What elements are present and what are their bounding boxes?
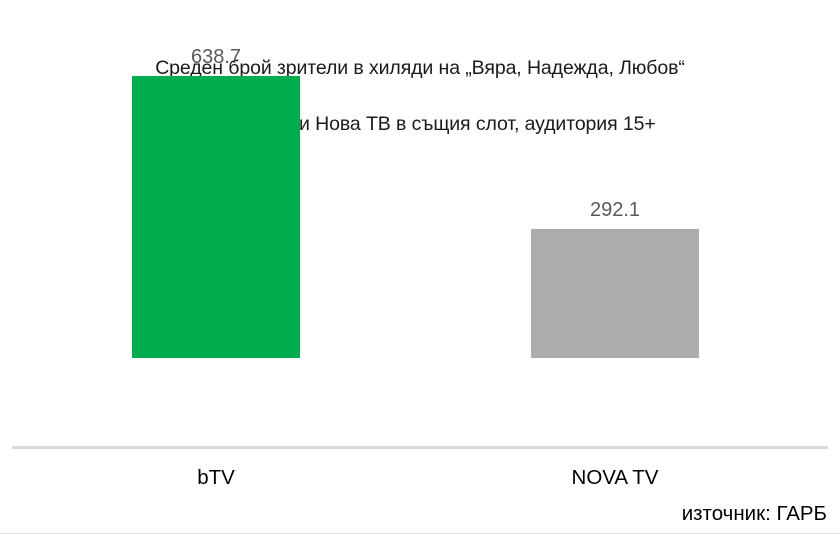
- bar-value-label-btv: 638.7: [190, 46, 242, 68]
- source-note: източник: ГАРБ: [681, 502, 827, 525]
- category-axis-line: [12, 446, 828, 449]
- category-label-nova-tv: NOVA TV: [571, 466, 659, 489]
- bar-value-label-nova-tv: 292.1: [589, 199, 641, 221]
- bar-rect-nova-tv[interactable]: [531, 229, 699, 358]
- plot-area: 638.7 292.1: [12, 46, 828, 449]
- category-label-btv: bTV: [197, 466, 235, 489]
- bottom-divider: [0, 533, 840, 534]
- bar-rect-btv[interactable]: [132, 76, 300, 358]
- chart-title-line-1: Среден брой зрители в хиляди на „Вяра, Н…: [155, 57, 685, 79]
